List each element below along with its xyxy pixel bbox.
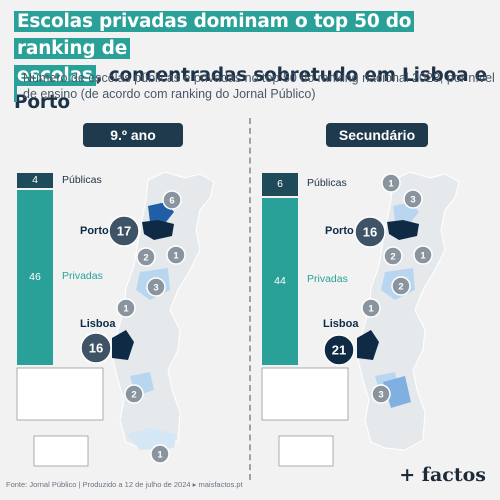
- markers-9ano: 6 17 2 1 3 1 16 2 1: [80, 190, 186, 464]
- chart-title: Escolas privadas dominam o top 50 do ran…: [14, 8, 494, 116]
- marker-circle: [150, 444, 170, 464]
- label-publicas-9ano: Públicas: [62, 173, 102, 186]
- marker-circle: [383, 246, 403, 266]
- marker-value: 1: [368, 304, 374, 315]
- chart-subtitle: Número de escolas públicas e privadas no…: [14, 70, 500, 102]
- marker-value: 1: [173, 251, 179, 262]
- region-lisboa: [357, 330, 379, 360]
- label-privadas-secundario: Privadas: [307, 273, 348, 286]
- marker-value: 1: [123, 304, 129, 315]
- marker-circle: [166, 245, 186, 265]
- marker-value: 16: [363, 225, 377, 240]
- inset-azores: [261, 367, 349, 421]
- city-label-lisboa-secundario: Lisboa: [323, 318, 359, 330]
- marker-value: 21: [332, 343, 346, 358]
- marker-circle: [136, 247, 156, 267]
- marker-value: 2: [143, 253, 148, 264]
- marker-value: 2: [390, 252, 395, 263]
- map-9ano: 6 17 2 1 3 1 16 2 1 Porto Lisboa: [16, 171, 215, 467]
- marker-value: 1: [388, 179, 394, 190]
- marker-circle: [381, 173, 401, 193]
- region-porto: [387, 220, 419, 240]
- title-rest: , concentradas sobretudo em Lisboa e Por…: [14, 65, 487, 113]
- marker-circle: [391, 276, 411, 296]
- marker-circle: [162, 190, 182, 210]
- inset-madeira: [33, 435, 89, 467]
- marker-value: 2: [398, 282, 403, 293]
- marker-circle: [146, 277, 166, 297]
- title-highlight-1: Escolas privadas dominam o top 50 do ran…: [14, 11, 415, 59]
- region-porto: [142, 220, 174, 240]
- marker-value: 2: [131, 390, 136, 401]
- marker-circle: [361, 298, 381, 318]
- marker-value: 3: [410, 195, 415, 206]
- marker-value: 16: [89, 341, 103, 356]
- footer-source: Fonte: Jornal Público | Produzido a 12 d…: [6, 480, 243, 489]
- bar-publicas-secundario: 6: [262, 173, 298, 196]
- city-label-porto-9ano: Porto: [80, 225, 109, 237]
- inset-madeira: [278, 435, 334, 467]
- bar-publicas-9ano: 4: [17, 173, 53, 189]
- label-publicas-secundario: Públicas: [307, 177, 347, 190]
- marker-circle: [413, 245, 433, 265]
- panel-divider: [249, 118, 251, 480]
- marker-value: 3: [378, 390, 383, 401]
- marker-circle: [80, 332, 112, 364]
- marker-circle: [108, 215, 140, 247]
- label-privadas-9ano: Privadas: [62, 269, 103, 282]
- region-algarve: [126, 428, 176, 450]
- marker-circle: [323, 334, 355, 366]
- city-label-lisboa-9ano: Lisboa: [80, 318, 116, 330]
- marker-value: 1: [157, 450, 163, 461]
- bar-privadas-9ano: 46: [17, 190, 53, 365]
- title-highlight-2: escolas: [14, 65, 96, 86]
- panel-title-9ano: 9.º ano: [83, 123, 183, 147]
- marker-value: 6: [169, 196, 174, 207]
- inset-azores: [16, 367, 104, 421]
- marker-circle: [403, 189, 423, 209]
- marker-circle: [371, 384, 391, 404]
- marker-value: 17: [117, 224, 131, 239]
- marker-circle: [354, 216, 386, 248]
- city-label-porto-secundario: Porto: [325, 225, 354, 237]
- marker-circle: [124, 384, 144, 404]
- region-lisboa: [112, 330, 134, 360]
- marker-value: 1: [420, 251, 426, 262]
- brand-logo: + factos: [399, 464, 486, 486]
- bar-privadas-secundario: 44: [262, 197, 298, 365]
- panel-title-secundario: Secundário: [326, 123, 428, 147]
- marker-value: 3: [153, 283, 158, 294]
- marker-circle: [116, 298, 136, 318]
- region-beja: [383, 376, 411, 408]
